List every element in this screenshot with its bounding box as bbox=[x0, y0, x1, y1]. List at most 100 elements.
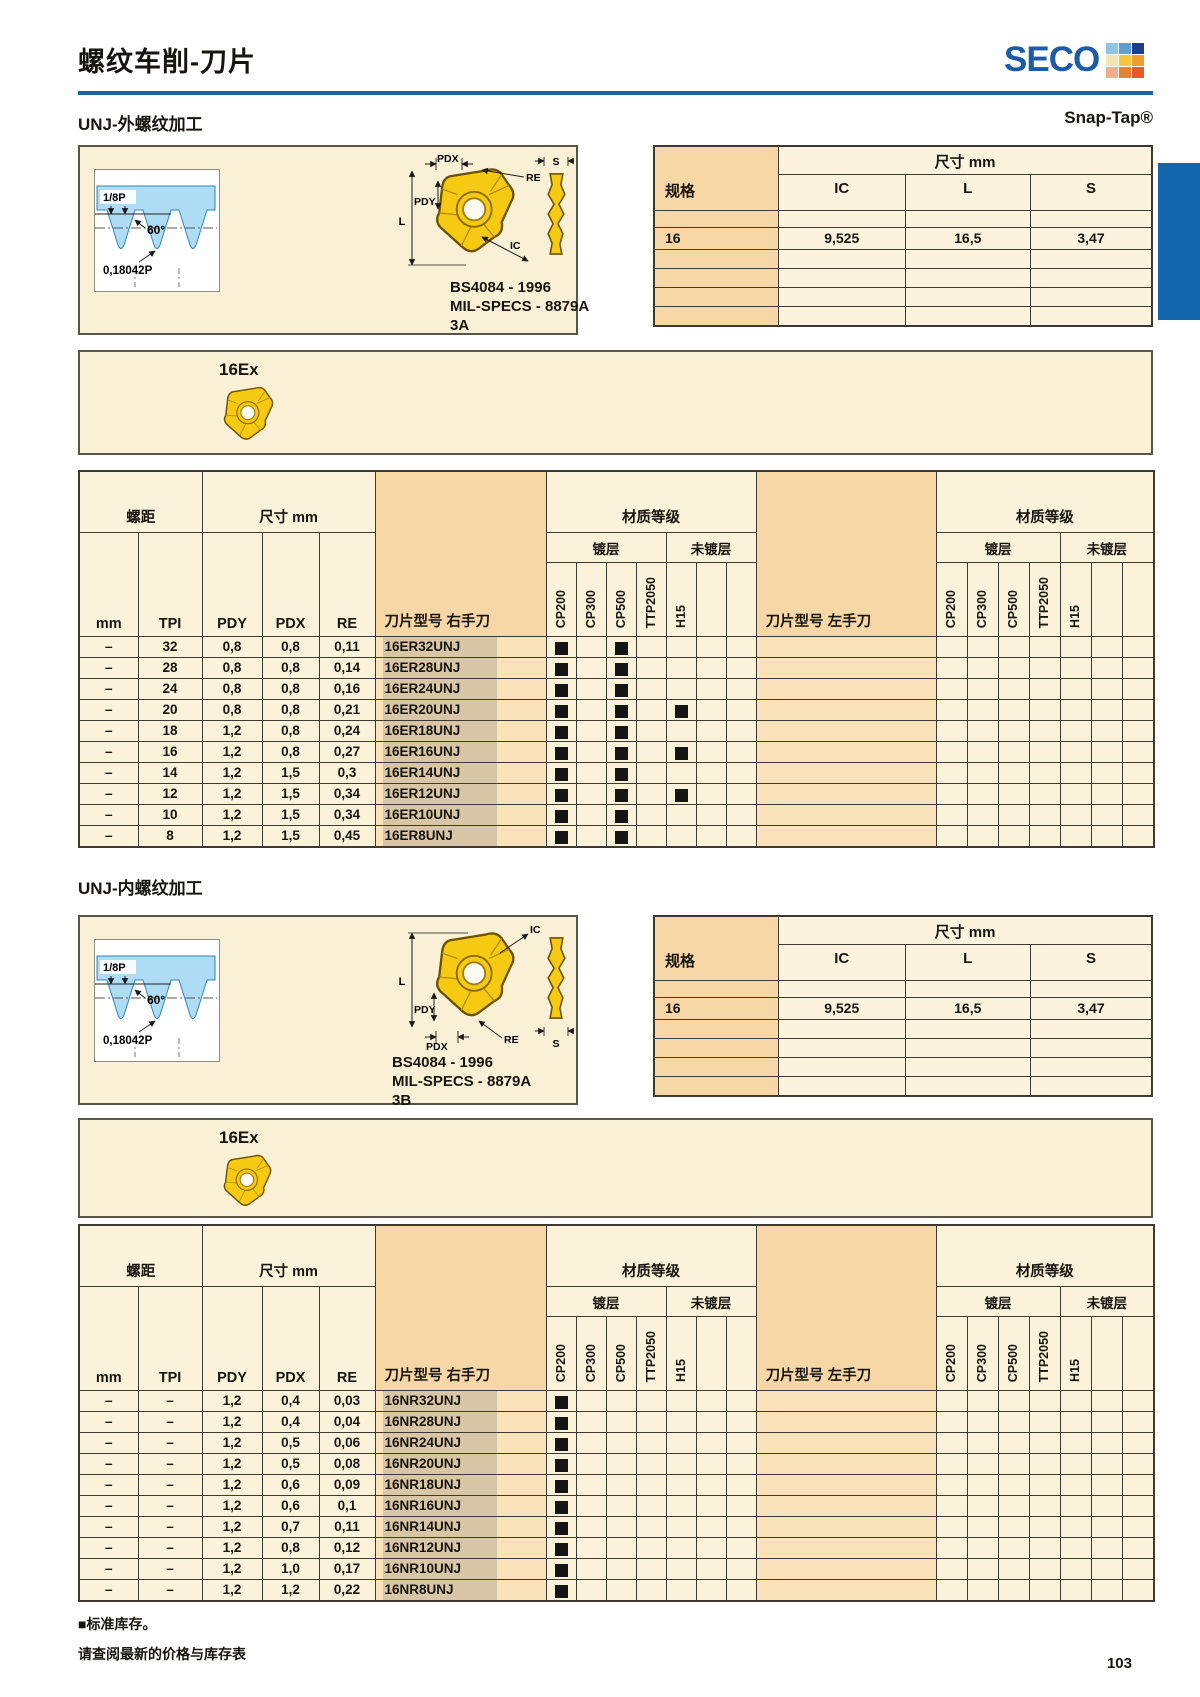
dim-l-label: L bbox=[399, 976, 406, 988]
logo-square bbox=[1119, 66, 1132, 78]
cell-designation-lh bbox=[755, 699, 937, 721]
page-tab-bar bbox=[1158, 163, 1200, 320]
stock-mark bbox=[614, 726, 628, 739]
stock-mark bbox=[554, 1564, 568, 1577]
cell-mm: – bbox=[78, 1558, 139, 1580]
stock-mark-cell bbox=[1059, 1390, 1092, 1412]
stock-mark bbox=[554, 1585, 568, 1598]
cell-tpi: – bbox=[137, 1516, 203, 1538]
stock-mark-cell bbox=[605, 1453, 637, 1475]
spec-value-cell: 9,525 bbox=[778, 226, 906, 250]
cell-mm: – bbox=[78, 1516, 139, 1538]
stock-mark-cell bbox=[635, 1516, 667, 1538]
stock-mark-cell bbox=[575, 1537, 607, 1559]
cell-tpi: – bbox=[137, 1474, 203, 1496]
page-number: 103 bbox=[1106, 1655, 1132, 1672]
cell-pdx: 0,8 bbox=[261, 657, 320, 679]
stock-mark-cell bbox=[1059, 1453, 1092, 1475]
stock-mark-cell bbox=[935, 678, 968, 700]
grade-label-cell: CP200 bbox=[935, 1316, 968, 1391]
grade-label: CP300 bbox=[975, 589, 990, 628]
spec-value-cell bbox=[1030, 248, 1153, 269]
spec-col-label: S bbox=[1030, 173, 1153, 211]
stock-mark-cell bbox=[725, 1390, 757, 1412]
cell-mm: – bbox=[78, 720, 139, 742]
grade-label: H15 bbox=[1068, 1359, 1083, 1382]
stock-mark-cell bbox=[966, 783, 999, 805]
stock-mark bbox=[554, 663, 568, 676]
cell-pdy: 0,8 bbox=[201, 678, 263, 700]
spec-value-cell bbox=[778, 1056, 906, 1077]
cell-pdx: 0,4 bbox=[261, 1390, 320, 1412]
cell-mm: – bbox=[78, 699, 139, 721]
stock-mark-cell bbox=[665, 1411, 697, 1433]
cell-re: 0,14 bbox=[318, 657, 376, 679]
stock-mark-cell bbox=[635, 741, 667, 763]
spec-table-internal: 规格 尺寸 mm IC L S 16 9,525 16,5 3,47 bbox=[653, 915, 1153, 1097]
cell-re: 0,24 bbox=[318, 720, 376, 742]
cell-tpi: – bbox=[137, 1411, 203, 1433]
spec-value-cell bbox=[904, 1037, 1031, 1058]
cell-pdx: 0,8 bbox=[261, 699, 320, 721]
stock-mark-cell bbox=[935, 1558, 968, 1580]
stock-mark-cell bbox=[545, 1495, 577, 1517]
stock-mark bbox=[614, 642, 628, 655]
stock-mark-cell bbox=[575, 1558, 607, 1580]
designation-text: 16NR10UNJ bbox=[382, 1559, 497, 1579]
stock-mark-cell bbox=[1028, 1495, 1061, 1517]
spec-id-cell bbox=[653, 1037, 779, 1058]
table-row: –14 1,2 1,5 0,3 16ER14UNJ bbox=[78, 762, 1155, 784]
stock-mark-cell bbox=[725, 1516, 757, 1538]
stock-mark-cell bbox=[1028, 741, 1061, 763]
cell-re: 0,27 bbox=[318, 741, 376, 763]
cell-designation-lh bbox=[755, 1390, 937, 1412]
grade-empty-cell bbox=[695, 562, 727, 637]
stock-mark-cell bbox=[997, 1516, 1030, 1538]
stock-mark-cell bbox=[1028, 1411, 1061, 1433]
designation-text: 16ER28UNJ bbox=[382, 658, 497, 678]
cell-re: 0,04 bbox=[318, 1411, 376, 1433]
stock-mark-cell bbox=[1121, 825, 1155, 848]
stock-mark-cell bbox=[935, 825, 968, 848]
stock-mark-cell bbox=[997, 636, 1030, 658]
spec-value-cell bbox=[904, 305, 1031, 327]
table-row: –18 1,2 0,8 0,24 16ER18UNJ bbox=[78, 720, 1155, 742]
grade-label: CP500 bbox=[1006, 589, 1021, 628]
stock-mark-cell bbox=[635, 1579, 667, 1602]
cell-re: 0,11 bbox=[318, 636, 376, 658]
spec-id-cell bbox=[653, 305, 779, 327]
stock-mark-cell bbox=[966, 1453, 999, 1475]
cell-designation-rh: 16ER14UNJ bbox=[374, 762, 547, 784]
designation-lh-header: 刀片型号 左手刀 bbox=[755, 470, 937, 637]
stock-mark-cell bbox=[605, 741, 637, 763]
stock-mark-cell bbox=[1059, 1432, 1092, 1454]
pitch-group-header: 螺距 bbox=[78, 1224, 203, 1287]
grade-empty-cell bbox=[725, 562, 757, 637]
stock-mark-cell bbox=[1090, 678, 1123, 700]
stock-mark-cell bbox=[665, 1495, 697, 1517]
cell-designation-lh bbox=[755, 1453, 937, 1475]
cell-tpi: 16 bbox=[137, 741, 203, 763]
stock-mark bbox=[614, 705, 628, 718]
stock-mark-cell bbox=[605, 1579, 637, 1602]
cell-pdy: 1,2 bbox=[201, 1516, 263, 1538]
stock-mark-cell bbox=[695, 1390, 727, 1412]
stock-mark-cell bbox=[635, 678, 667, 700]
stock-mark-cell bbox=[966, 636, 999, 658]
stock-mark-cell bbox=[695, 678, 727, 700]
stock-mark-cell bbox=[966, 720, 999, 742]
spec-value-cell bbox=[1030, 305, 1153, 327]
spec-value-cell bbox=[778, 1075, 906, 1097]
cell-pdy: 1,2 bbox=[201, 741, 263, 763]
stock-mark-cell bbox=[966, 1390, 999, 1412]
cell-pdx: 0,8 bbox=[261, 636, 320, 658]
spec-column-header: 规格 bbox=[653, 145, 779, 211]
dim-pdx-label: PDX bbox=[437, 153, 459, 165]
grade-label-cell: TTP2050 bbox=[1028, 562, 1061, 637]
dim-pdy-label: PDY bbox=[414, 196, 436, 208]
stock-mark-cell bbox=[695, 1453, 727, 1475]
stock-mark-cell bbox=[1059, 699, 1092, 721]
column-label-re: RE bbox=[318, 532, 376, 637]
grade-label: H15 bbox=[673, 605, 688, 628]
cell-designation-lh bbox=[755, 1579, 937, 1602]
